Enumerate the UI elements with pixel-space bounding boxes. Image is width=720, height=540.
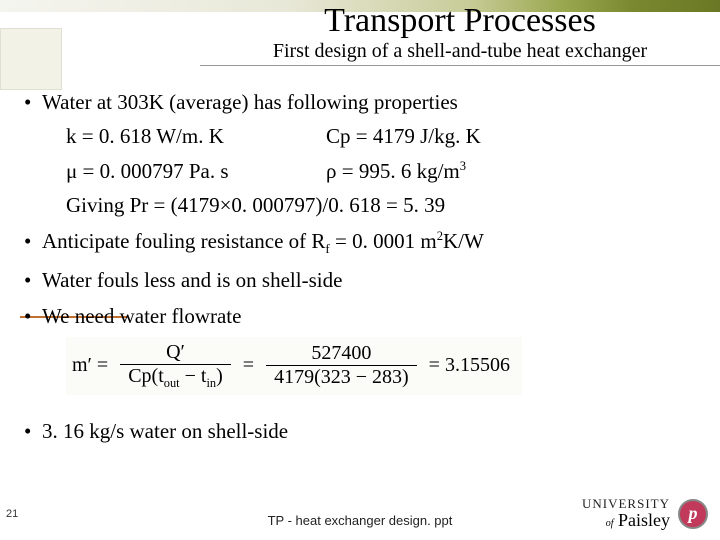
bullet-result: 3. 16 kg/s water on shell-side (20, 417, 700, 445)
bullet-fouling: Anticipate fouling resistance of Rf = 0.… (20, 227, 700, 258)
university-logo: UNIVERSITY of Paisley p (582, 497, 708, 530)
eq-result: = 3.15506 (429, 354, 510, 377)
content-region: Water at 303K (average) has following pr… (20, 80, 700, 445)
eq-den1: Cp(tout − tin) (120, 364, 231, 391)
prop-k: k = 0. 618 W/m. K (66, 122, 326, 150)
eq-frac1: Q′ Cp(tout − tin) (120, 341, 231, 391)
eq-equals-1: = (243, 354, 254, 377)
eq-num1: Q′ (158, 341, 193, 364)
logo-text: UNIVERSITY of Paisley (582, 497, 670, 530)
logo-line2: of Paisley (582, 511, 670, 530)
logo-icon: p (678, 499, 708, 529)
eq-frac2: 527400 4179(323 − 283) (266, 342, 417, 389)
prop-cp: Cp = 4179 J/kg. K (326, 122, 700, 150)
fouling-pre: Anticipate fouling resistance of R (42, 229, 325, 253)
prop-rho: ρ = 995. 6 kg/m3 (326, 157, 700, 185)
footer: 21 TP - heat exchanger design. ppt UNIVE… (0, 496, 720, 532)
bullet-water-props: Water at 303K (average) has following pr… (20, 88, 700, 116)
prop-mu: μ = 0. 000797 Pa. s (66, 157, 326, 185)
eq-lhs: m′ = (72, 354, 108, 377)
footer-filename: TP - heat exchanger design. ppt (268, 513, 453, 528)
fouling-post: K/W (443, 229, 484, 253)
prop-rho-exp: 3 (460, 159, 466, 173)
props-row-2: μ = 0. 000797 Pa. s ρ = 995. 6 kg/m3 (20, 157, 700, 185)
slide-title: Transport Processes (200, 2, 720, 40)
page-number: 21 (6, 508, 18, 520)
eq-den2: 4179(323 − 283) (266, 365, 417, 389)
fouling-mid: = 0. 0001 m (330, 229, 437, 253)
props-row-1: k = 0. 618 W/m. K Cp = 4179 J/kg. K (20, 122, 700, 150)
prandtl-line: Giving Pr = (4179×0. 000797)/0. 618 = 5.… (20, 191, 700, 219)
eq-num2: 527400 (303, 342, 379, 365)
bullet-flowrate: We need water flowrate (20, 302, 700, 330)
header: Transport Processes First design of a sh… (200, 0, 720, 66)
bullet-shellside: Water fouls less and is on shell-side (20, 266, 700, 294)
slide-subtitle: First design of a shell-and-tube heat ex… (200, 40, 720, 66)
logo-line1: UNIVERSITY (582, 497, 670, 511)
mass-flow-equation: m′ = Q′ Cp(tout − tin) = 527400 4179(323… (66, 337, 522, 395)
prop-rho-text: ρ = 995. 6 kg/m (326, 159, 460, 183)
